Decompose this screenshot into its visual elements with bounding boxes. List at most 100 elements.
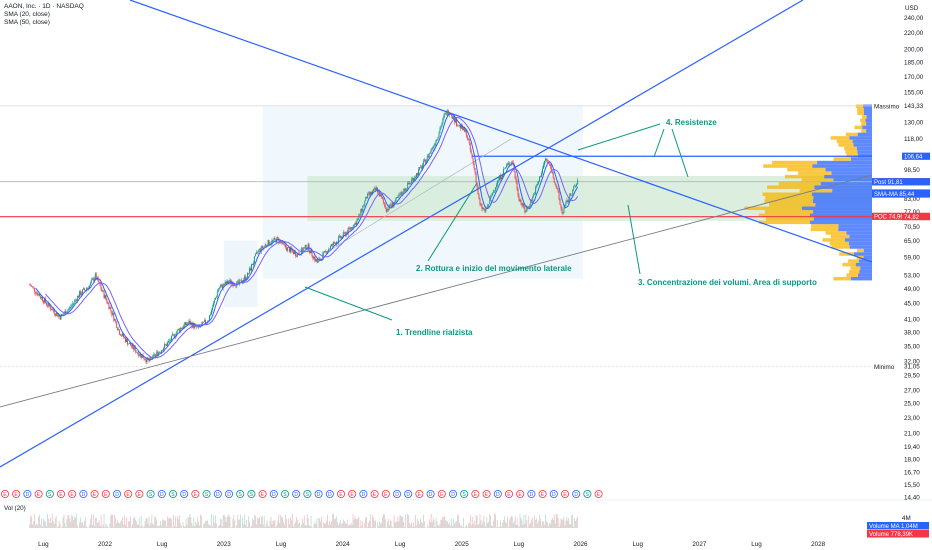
volume-bar — [542, 521, 543, 528]
volume-profile-bar-up — [849, 242, 872, 246]
volume-bar — [238, 515, 239, 528]
volume-bar — [252, 518, 253, 528]
volume-bar — [224, 515, 225, 528]
candle-body — [505, 167, 506, 169]
volume-bar — [106, 524, 107, 528]
volume-bar — [387, 521, 388, 528]
candle-body — [46, 303, 47, 305]
candle-body — [411, 180, 412, 183]
candle-body — [126, 339, 127, 342]
candle-body — [400, 192, 401, 195]
volume-bar — [424, 521, 425, 528]
y-tick-label: 49,00 — [904, 286, 920, 293]
event-marker-label: D — [317, 492, 321, 498]
volume-bar — [311, 516, 312, 528]
y-tick-label: 45,00 — [904, 301, 920, 308]
volume-profile-bar-down — [837, 140, 853, 144]
volume-bar — [456, 521, 457, 528]
volume-bar — [517, 519, 518, 528]
candle-body — [138, 353, 139, 356]
volume-bar — [343, 520, 344, 528]
volume-bar — [79, 522, 80, 528]
candle-body — [117, 328, 118, 330]
x-tick-label: 2024 — [336, 541, 351, 548]
candle-body — [72, 303, 73, 305]
volume-bar — [209, 525, 210, 528]
volume-bar — [108, 527, 109, 528]
volume-bar — [516, 525, 517, 528]
volume-bar — [403, 516, 404, 528]
volume-bar — [77, 526, 78, 528]
candle-body — [79, 291, 80, 297]
volume-bar — [144, 526, 145, 528]
volume-bar — [242, 518, 243, 528]
volume-bar — [93, 514, 94, 528]
volume-bar — [225, 517, 226, 528]
candle-body — [504, 169, 505, 170]
volume-bar — [178, 519, 179, 528]
volume-bar — [97, 523, 98, 528]
volume-bar — [413, 523, 414, 528]
candle-body — [52, 309, 53, 310]
candle-body — [54, 311, 55, 314]
candle-body — [431, 149, 432, 153]
candle-body — [92, 279, 93, 280]
volume-bar — [164, 521, 165, 528]
volume-bar — [541, 526, 542, 528]
volume-bar — [222, 526, 223, 528]
volume-profile-bar-down — [857, 249, 864, 253]
volume-bar — [196, 524, 197, 528]
volume-bar — [156, 519, 157, 528]
candle-body — [172, 334, 173, 335]
candle-body — [40, 296, 41, 298]
candle-body — [390, 205, 391, 207]
candle-body — [374, 188, 375, 189]
volume-bar — [524, 515, 525, 528]
volume-bar — [274, 520, 275, 528]
volume-profile-bar-up — [838, 228, 872, 232]
candle-body — [445, 112, 446, 113]
candle-body — [429, 153, 430, 157]
volume-bar — [474, 521, 475, 528]
volume-bar — [205, 521, 206, 528]
volume-bar — [181, 525, 182, 528]
candle-body — [204, 320, 205, 322]
volume-bar — [140, 527, 141, 528]
volume-bar — [192, 523, 193, 528]
volume-bar — [501, 526, 502, 528]
candle-body — [205, 320, 206, 323]
volume-bar — [305, 525, 306, 528]
volume-bar — [378, 526, 379, 528]
volume-profile-bar-down — [860, 119, 865, 123]
volume-profile-bar-down — [826, 231, 847, 235]
candle-body — [499, 175, 500, 180]
x-tick-label: Lug — [157, 541, 168, 548]
candle-body — [475, 168, 476, 173]
volume-bar — [279, 515, 280, 528]
volume-bar — [518, 525, 519, 528]
volume-bar — [544, 525, 545, 528]
y-tick-label: 70,50 — [904, 224, 920, 231]
candle-body — [106, 295, 107, 299]
candle-body — [544, 161, 545, 165]
volume-bar — [176, 527, 177, 528]
volume-bar — [408, 515, 409, 528]
volume-bar — [53, 521, 54, 528]
candle-body — [383, 199, 384, 202]
volume-profile-bar-down — [854, 126, 862, 130]
volume-bar — [276, 527, 277, 528]
candle-body — [114, 319, 115, 320]
volume-bar — [54, 524, 55, 528]
candle-body — [187, 324, 188, 325]
volume-bar — [167, 517, 168, 528]
candle-body — [556, 185, 557, 188]
candle-body — [410, 183, 411, 184]
volume-profile-bar-up — [813, 196, 872, 200]
volume-bar — [347, 520, 348, 528]
candle-body — [216, 297, 217, 298]
candle-body — [293, 251, 294, 254]
volume-bar — [142, 525, 143, 528]
y-tick-label: 185,00 — [904, 60, 924, 67]
candle-body — [437, 139, 438, 140]
